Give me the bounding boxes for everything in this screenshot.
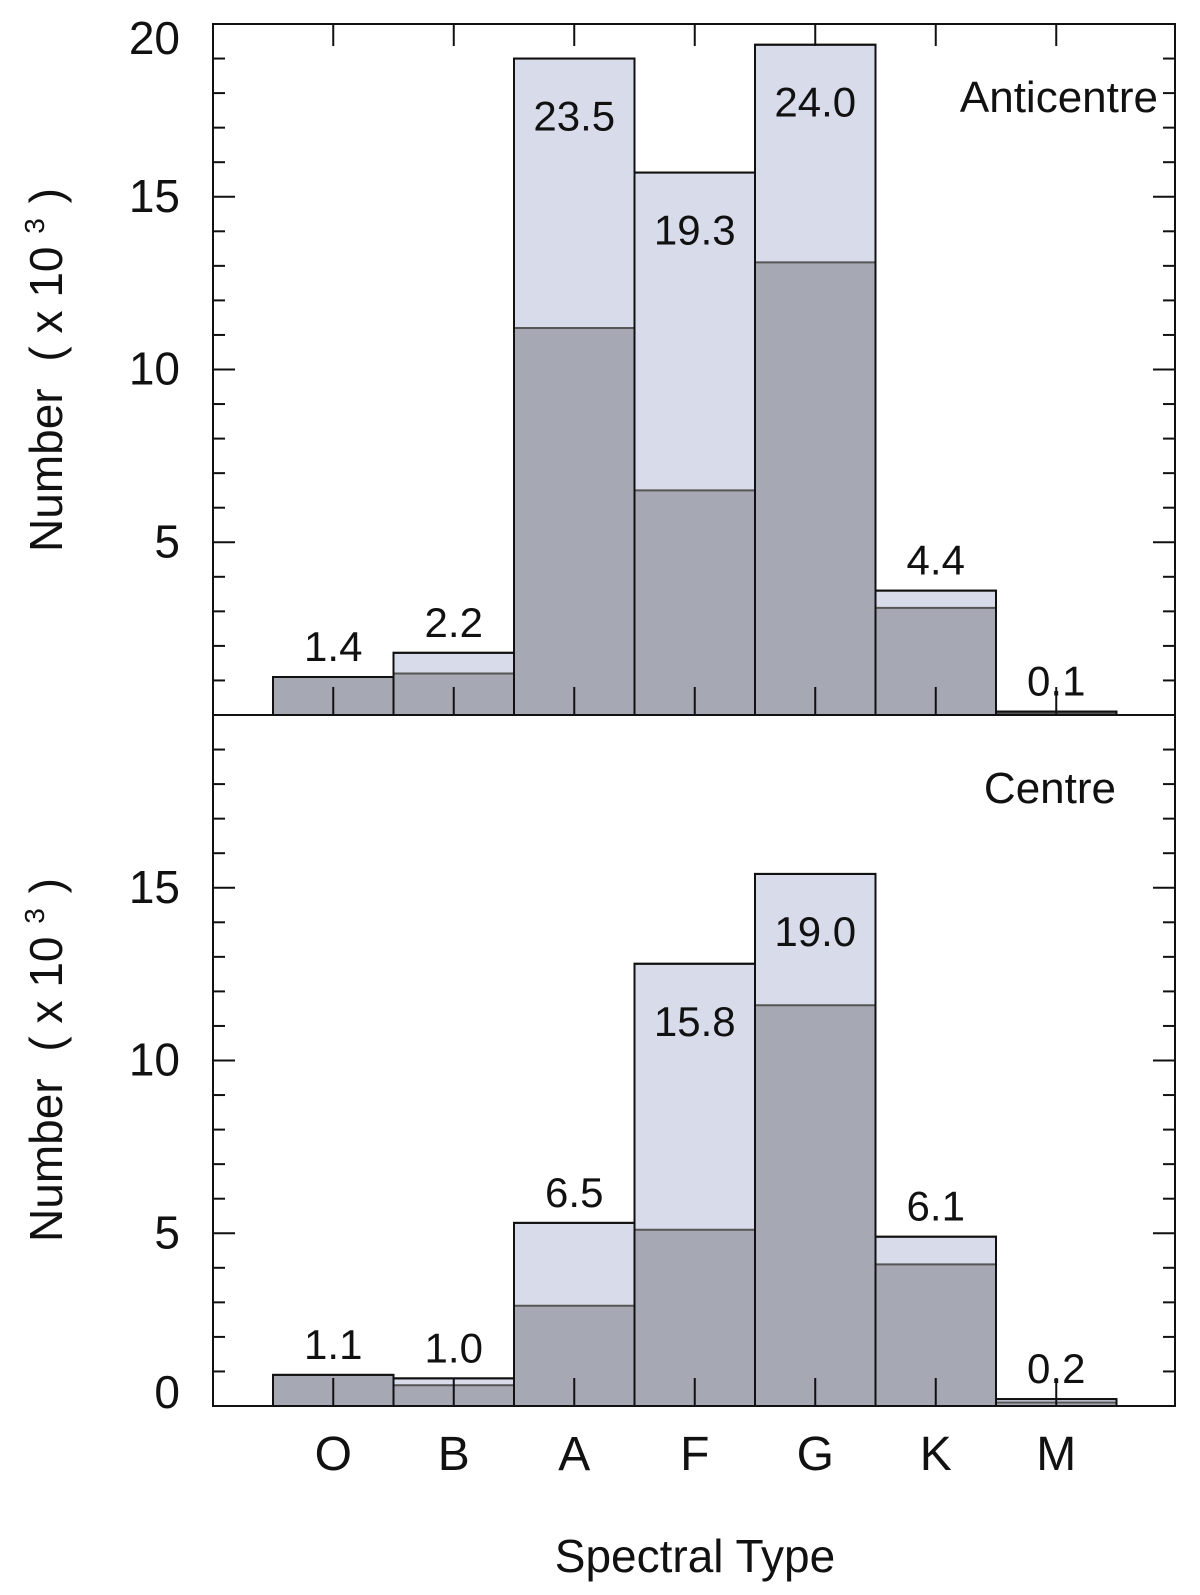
- xtick-label-A: A: [558, 1428, 590, 1481]
- centre-ytick-label-15: 15: [129, 861, 180, 913]
- anticentre-bar-label-B: 2.2: [425, 599, 483, 646]
- anticentre-bar-subset-F: [634, 490, 755, 715]
- centre-y-axis-label-main: Number: [20, 1078, 72, 1242]
- centre-bars: [272, 872, 1118, 1408]
- anticentre-ytick-label-15: 15: [129, 170, 180, 222]
- centre-ytick-label-5: 5: [154, 1206, 180, 1258]
- centre-bar-label-A: 6.5: [545, 1169, 603, 1216]
- anticentre-bar-label-K: 4.4: [907, 537, 965, 584]
- anticentre-y-axis-label: Number ( x 10 3 ): [2, 188, 72, 552]
- xtick-label-K: K: [920, 1428, 952, 1481]
- centre-bar-subset-F: [634, 1229, 755, 1406]
- centre-ytick-label-10: 10: [129, 1034, 180, 1086]
- anticentre-bar-label-O: 1.4: [304, 623, 362, 670]
- centre-bar-labels: 1.1 1.06.515.819.06.10.2: [304, 908, 1085, 1392]
- centre-bar-label-F: 15.8: [654, 998, 736, 1045]
- anticentre-y-axis-label-exponent: 3: [19, 218, 50, 234]
- xtick-label-B: B: [438, 1428, 470, 1481]
- xtick-label-O: O: [315, 1428, 352, 1481]
- centre-bar-label-G: 19.0: [774, 908, 856, 955]
- anticentre-ytick-labels: 5 10 15 20: [129, 12, 180, 567]
- anticentre-y-axis-label-unit: ( x 10: [20, 247, 72, 362]
- anticentre-y-axis-label-main: Number: [20, 388, 72, 552]
- anticentre-ytick-label-10: 10: [129, 343, 180, 395]
- centre-bar-label-B: 1.0: [425, 1324, 483, 1371]
- anticentre-ytick-label-5: 5: [154, 515, 180, 567]
- centre-y-axis-label-exponent: 3: [19, 908, 50, 924]
- xtick-label-G: G: [797, 1428, 834, 1481]
- centre-bar-label-K: 6.1: [907, 1183, 965, 1230]
- anticentre-ytick-label-20: 20: [129, 12, 180, 64]
- anticentre-y-axis-label-close: ): [20, 188, 72, 203]
- anticentre-panel-title: Anticentre: [960, 73, 1158, 122]
- centre-y-axis-label-close: ): [20, 878, 72, 893]
- anticentre-bar-subset-A: [514, 328, 635, 715]
- centre-x-axis-label: Spectral Type: [555, 1530, 835, 1582]
- centre-panel-title: Centre: [984, 764, 1116, 813]
- anticentre-bar-label-G: 24.0: [774, 79, 856, 126]
- xtick-label-M: M: [1036, 1428, 1076, 1481]
- anticentre-bar-labels: 1.42.223.519.324.04.40.1: [304, 79, 1085, 705]
- centre-ytick-label-0: 0: [154, 1366, 180, 1418]
- anticentre-bars: [272, 43, 1118, 717]
- centre-y-axis-label: Number ( x 10 3 ): [2, 878, 72, 1242]
- centre-bar-label-O: 1.1: [304, 1321, 362, 1368]
- anticentre-bar-label-A: 23.5: [533, 93, 615, 140]
- centre-y-axis-label-unit: ( x 10: [20, 937, 72, 1052]
- anticentre-bar-subset-G: [755, 262, 876, 715]
- anticentre-bar-label-F: 19.3: [654, 207, 736, 254]
- centre-bar-subset-G: [755, 1005, 876, 1406]
- centre-plot-frame: [212, 714, 1176, 1407]
- centre-ytick-labels: 0 5 10 15: [129, 861, 180, 1418]
- xtick-label-F: F: [680, 1428, 709, 1481]
